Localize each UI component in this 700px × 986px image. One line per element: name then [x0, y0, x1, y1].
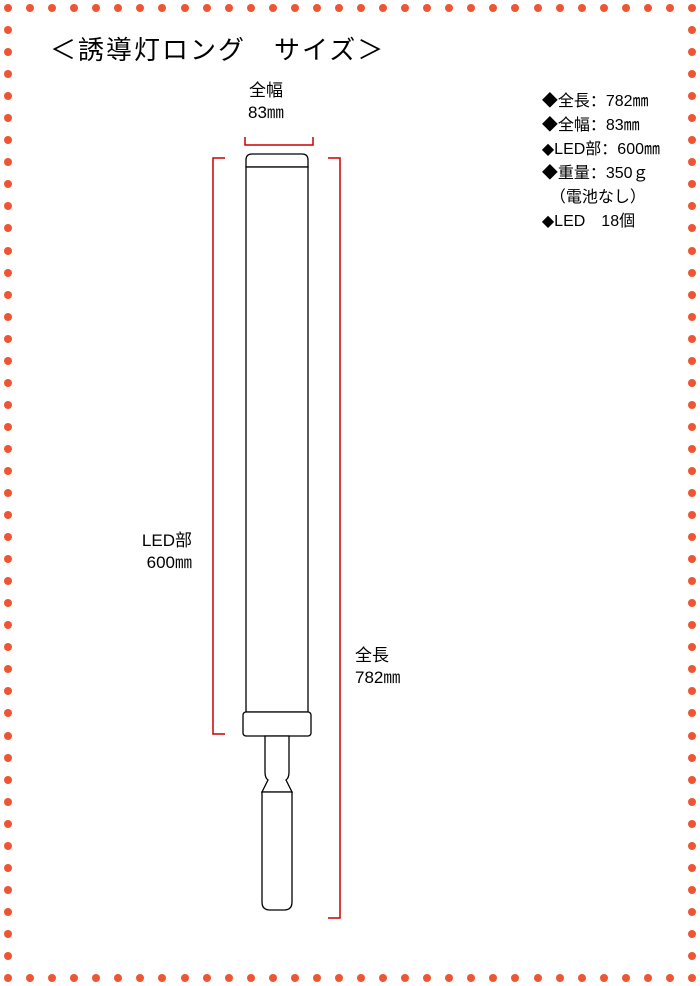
diagram-area: 全幅 83㎜ LED部 600㎜ 全長 782㎜ — [110, 80, 470, 930]
total-dimension-label: 全長 782㎜ — [355, 645, 400, 689]
spec-item: ◆LED部：600㎜ — [542, 138, 660, 162]
spec-item: ◆重量：350ｇ — [542, 162, 660, 186]
width-value-text: 83㎜ — [248, 102, 284, 124]
page-title: ＜誘導灯ロング サイズ＞ — [50, 30, 385, 67]
spec-list: ◆全長：782㎜ ◆全幅：83㎜ ◆LED部：600㎜ ◆重量：350ｇ （電池… — [542, 90, 660, 234]
total-value-text: 782㎜ — [355, 667, 400, 689]
led-label-text: LED部 — [102, 530, 192, 552]
spec-item: ◆LED 18個 — [542, 210, 660, 234]
total-dimension-bracket — [325, 156, 345, 921]
width-label-text: 全幅 — [248, 80, 284, 102]
width-bracket — [243, 135, 315, 147]
led-value-text: 600㎜ — [102, 552, 192, 574]
led-dimension-bracket — [210, 156, 230, 736]
spec-item: ◆全長：782㎜ — [542, 90, 660, 114]
total-label-text: 全長 — [355, 645, 400, 667]
led-dimension-label: LED部 600㎜ — [102, 530, 192, 574]
spec-item: （電池なし） — [542, 186, 660, 210]
baton-illustration — [240, 152, 320, 922]
width-dimension-label: 全幅 83㎜ — [248, 80, 284, 124]
spec-item: ◆全幅：83㎜ — [542, 114, 660, 138]
